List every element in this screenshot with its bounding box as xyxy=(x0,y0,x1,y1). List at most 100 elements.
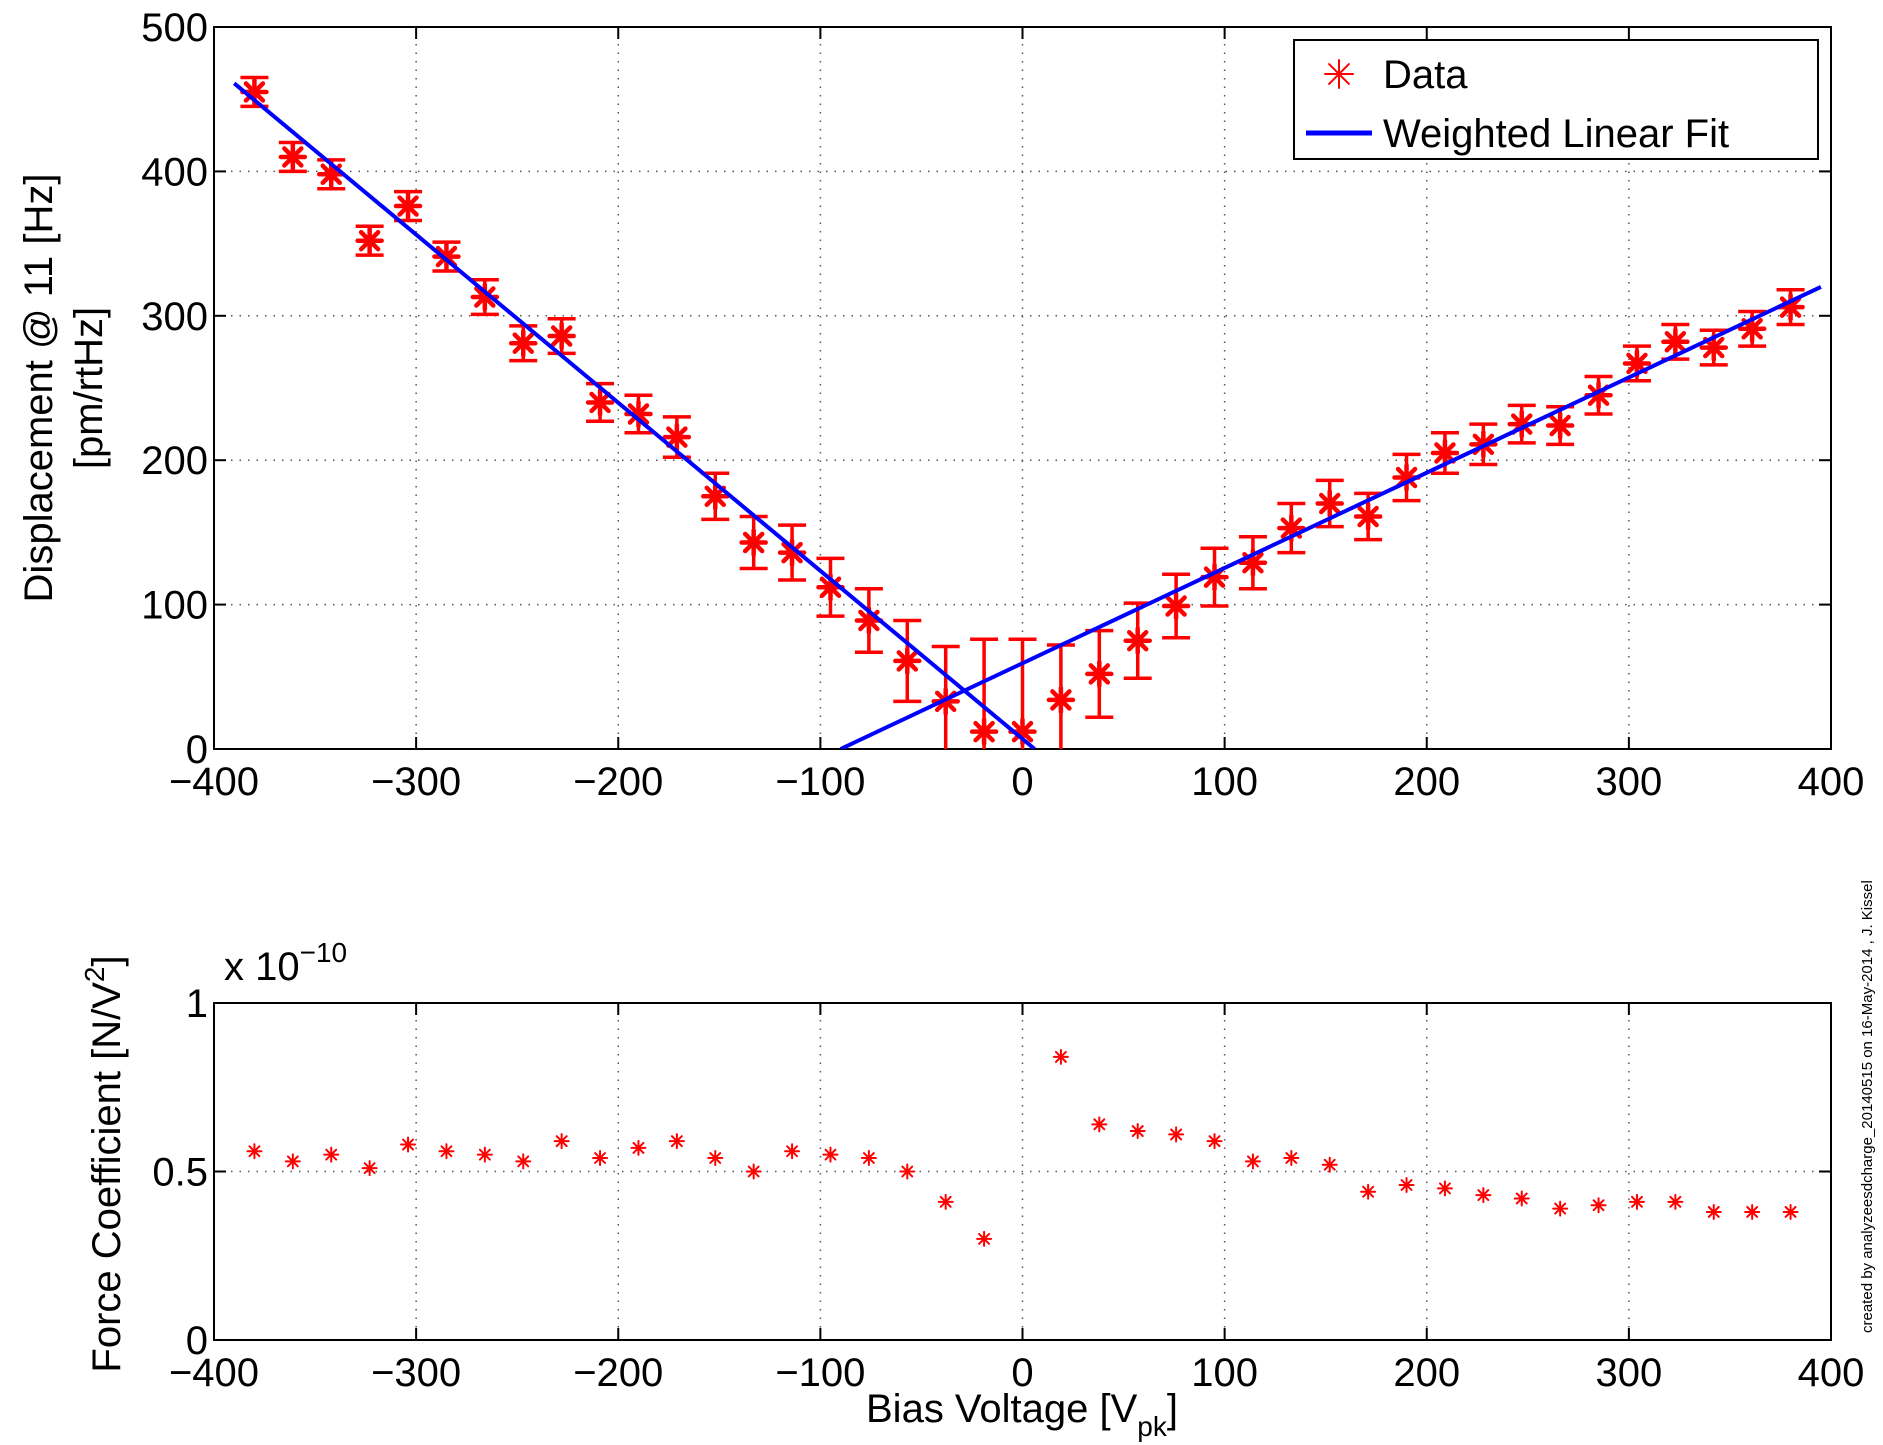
data-point xyxy=(1705,1203,1722,1220)
data-point xyxy=(1206,1133,1223,1150)
x-tick-label: 300 xyxy=(1596,760,1663,804)
data-point xyxy=(1168,1126,1185,1143)
data-point xyxy=(1590,1197,1607,1214)
data-point xyxy=(1321,1156,1338,1173)
data-point xyxy=(1667,1193,1684,1210)
top-ylabel-line2: [pm/rtHz] xyxy=(67,307,111,469)
data-point xyxy=(1123,626,1152,655)
y-tick-label: 1 xyxy=(186,982,208,1026)
data-point xyxy=(893,646,922,676)
x-tick-label: 400 xyxy=(1798,1351,1865,1395)
data-point xyxy=(1283,1150,1300,1167)
data-point xyxy=(701,482,730,511)
data-point xyxy=(246,1143,263,1160)
data-point xyxy=(739,528,768,557)
x-tick-label: 0 xyxy=(1011,760,1033,804)
data-point xyxy=(1085,659,1114,689)
data-point xyxy=(284,1153,301,1170)
data-point xyxy=(976,1230,993,1247)
data-point xyxy=(393,191,423,221)
data-point xyxy=(1430,438,1460,468)
data-point xyxy=(585,388,615,417)
x-tick-label: 100 xyxy=(1191,760,1258,804)
x-tick-label: 0 xyxy=(1011,1351,1033,1395)
data-point xyxy=(662,422,692,452)
data-point xyxy=(361,1160,378,1177)
data-point xyxy=(1398,1176,1415,1193)
y-tick-label: 0.5 xyxy=(152,1151,208,1195)
x-tick-label: 200 xyxy=(1393,760,1460,804)
data-point xyxy=(1661,327,1690,357)
data-point xyxy=(1744,1203,1761,1220)
data-point xyxy=(899,1163,916,1180)
fit-line xyxy=(839,285,1822,749)
top-ticks: −400 −300 −200 −100 0 100 200 300 400 0 100 200 300 4… xyxy=(141,6,1864,804)
data-point xyxy=(1052,1048,1069,1065)
data-point xyxy=(822,1146,839,1163)
bottom-grid xyxy=(214,1003,1831,1340)
y-tick-label: 400 xyxy=(141,150,208,194)
data-point xyxy=(278,142,308,172)
y-tick-label: 200 xyxy=(141,439,208,483)
x-tick-label: −300 xyxy=(371,760,461,804)
data-point xyxy=(784,1143,801,1160)
y-tick-label: 0 xyxy=(186,1319,208,1363)
bottom-scale-factor: x 10−10 xyxy=(224,937,347,989)
data-point xyxy=(355,226,384,255)
x-tick-label: 200 xyxy=(1393,1351,1460,1395)
data-point xyxy=(745,1163,762,1180)
data-point xyxy=(937,1193,954,1210)
data-point xyxy=(1545,411,1575,440)
fit-line xyxy=(232,81,1036,749)
x-tick-label: 300 xyxy=(1596,1351,1663,1395)
y-tick-label: 300 xyxy=(141,295,208,339)
legend-box xyxy=(1293,39,1819,160)
data-point xyxy=(547,321,576,351)
legend: Data Weighted Linear Fit xyxy=(1293,39,1819,160)
data-point xyxy=(1129,1123,1146,1140)
creator-note: created by analyzeesdcharge_20140515 on … xyxy=(1859,880,1876,1333)
data-point xyxy=(476,1146,493,1163)
data-point xyxy=(1161,591,1191,621)
data-point xyxy=(1628,1193,1645,1210)
data-point xyxy=(1315,489,1344,518)
x-tick-label: −400 xyxy=(169,1351,259,1395)
x-tick-label: −200 xyxy=(573,1351,663,1395)
data-point xyxy=(592,1150,609,1167)
data-point xyxy=(515,1153,532,1170)
legend-star xyxy=(1324,59,1354,89)
data-point xyxy=(1091,1116,1108,1133)
x-tick-label: 400 xyxy=(1798,760,1865,804)
data-point xyxy=(400,1136,417,1153)
top-ylabel-line1: Displacement @ 11 [Hz] xyxy=(17,174,61,603)
y-tick-label: 100 xyxy=(141,584,208,628)
data-point xyxy=(1244,1153,1261,1170)
data-point xyxy=(470,282,500,312)
data-point xyxy=(509,328,538,358)
data-point xyxy=(707,1150,724,1167)
legend-label-fit: Weighted Linear Fit xyxy=(1383,112,1729,156)
data-point xyxy=(630,1139,647,1156)
data-point xyxy=(1360,1183,1377,1200)
x-tick-label: −300 xyxy=(371,1351,461,1395)
x-tick-label: −100 xyxy=(775,760,865,804)
data-point xyxy=(969,717,999,746)
bottom-ticks: −400 −300 −200 −100 0 100 200 300 400 0 0.5 1 xyxy=(152,982,1864,1395)
top-data xyxy=(232,75,1822,749)
bottom-xlabel: Bias Voltage [Vpk] xyxy=(866,1387,1178,1442)
x-tick-label: 100 xyxy=(1191,1351,1258,1395)
x-tick-label: −200 xyxy=(573,760,663,804)
data-point xyxy=(553,1133,570,1150)
legend-marker-icon xyxy=(1324,59,1354,89)
data-point xyxy=(438,1143,455,1160)
data-point xyxy=(1513,1190,1530,1207)
bottom-data xyxy=(246,1048,1799,1247)
data-point xyxy=(668,1133,685,1150)
data-point xyxy=(1552,1200,1569,1217)
bottom-ylabel: Force Coefficient [N/V2] xyxy=(79,955,129,1372)
data-point xyxy=(1475,1187,1492,1204)
data-point xyxy=(1782,1203,1799,1220)
data-point xyxy=(1046,685,1076,715)
bottom-chart: −400 −300 −200 −100 0 100 200 300 400 0 0.5 1 x 10−… xyxy=(79,937,1864,1442)
